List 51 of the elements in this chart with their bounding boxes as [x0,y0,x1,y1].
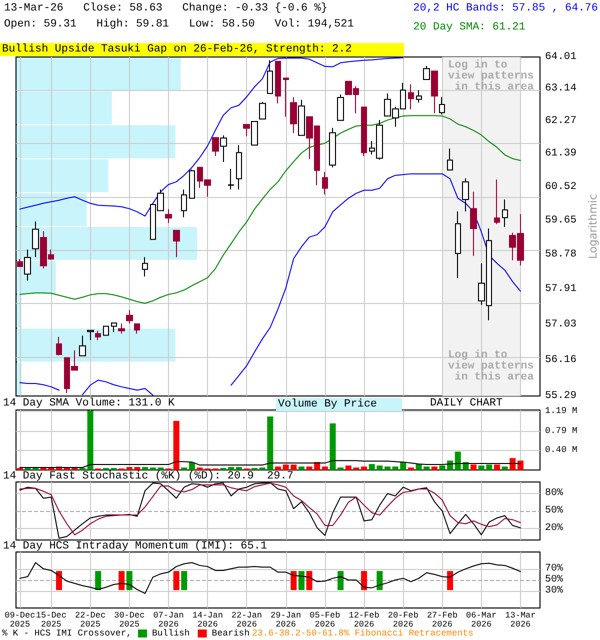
text: Volume By Price [278,398,378,410]
chart-title: 14 Day SMA Volume: 131.0 K [3,398,176,410]
text: 23.6-38.2-50-61.8% Fibonacci Retracements [252,628,474,638]
y-tick-label: 20% [545,522,564,534]
chart-title: 14 Day Fast Stochastic (%K) (%D): 20.9 29.7 [3,470,294,482]
x-tick-label: 27-Feb 2026 [426,610,458,630]
legend-label: Bullish [152,628,190,638]
y-tick-label: 64.01 [545,51,577,63]
x-tick-label: 22-Jan 2026 [231,610,262,630]
y-tick-label: 50% [545,506,564,516]
chart-title: 13-Mar-26 Close: 58.63 Change: -0.33 {-0.6 %} [4,2,328,14]
y-tick-label: 0.79 M [545,426,578,436]
y-tick-label: 30% [545,586,564,597]
annotation: Log in to view patterns in this area [448,350,534,384]
y-tick-label: 63.14 [545,82,577,95]
y-axis-title: Logarithmic [586,194,600,260]
x-tick-label: 05-Feb 2026 [310,610,340,630]
y-tick-label: 70% [545,563,564,574]
x-tick-label: 13-Mar 2026 [505,610,536,630]
text: 20,2 HC Bands: 57.85 , 64.76 [413,2,598,14]
y-tick-label: 62.27 [545,114,577,127]
text: % K - HCS IMI Crossover, [2,628,132,638]
y-tick-label: 60.52 [545,180,577,193]
y-tick-label: 1.19 M [545,406,578,416]
x-tick-label: 22-Dec 2025 [74,610,106,630]
x-tick-label: 12-Feb 2026 [348,610,380,630]
x-tick-label: 29-Jan 2026 [270,610,302,630]
y-tick-label: 57.03 [545,318,577,330]
x-tick-label: 06-Mar 2026 [466,610,497,630]
y-tick-label: 80% [545,488,564,500]
y-tick-label: 57.91 [545,282,577,295]
text: DAILY CHART [430,398,504,410]
x-tick-label: 07-Jan 2026 [153,610,184,630]
annotation: Log in to view patterns in this area [448,60,534,94]
x-tick-label: 14-Jan 2026 [192,610,223,630]
legend-label: Bearish [212,628,250,638]
y-tick-label: 58.78 [545,248,577,260]
x-tick-label: 15-Dec 2025 [36,610,66,630]
y-tick-label: 55.29 [545,390,577,402]
x-tick-label: 09-Dec 2025 [4,610,36,630]
x-tick-label: 30-Dec 2025 [114,610,145,630]
y-tick-label: 56.16 [545,354,577,366]
y-tick-label: 61.39 [545,148,577,160]
y-tick-label: 50% [545,574,564,586]
y-tick-label: 59.65 [545,214,577,226]
y-tick-label: 0.40 M [545,445,578,456]
chart-title: 14 Day HCS Intraday Momentum (IMI): 65.1 [3,540,268,552]
x-tick-label: 20-Feb 2026 [388,610,418,630]
text: Bullish Upside Tasuki Gap on 26-Feb-26, Strength: 2.2 [2,44,352,56]
chart-subtitle: Open: 59.31 High: 59.81 Low: 58.50 Vol: 194,521 [4,18,354,30]
text: 20 Day SMA: 61.21 [413,22,526,34]
